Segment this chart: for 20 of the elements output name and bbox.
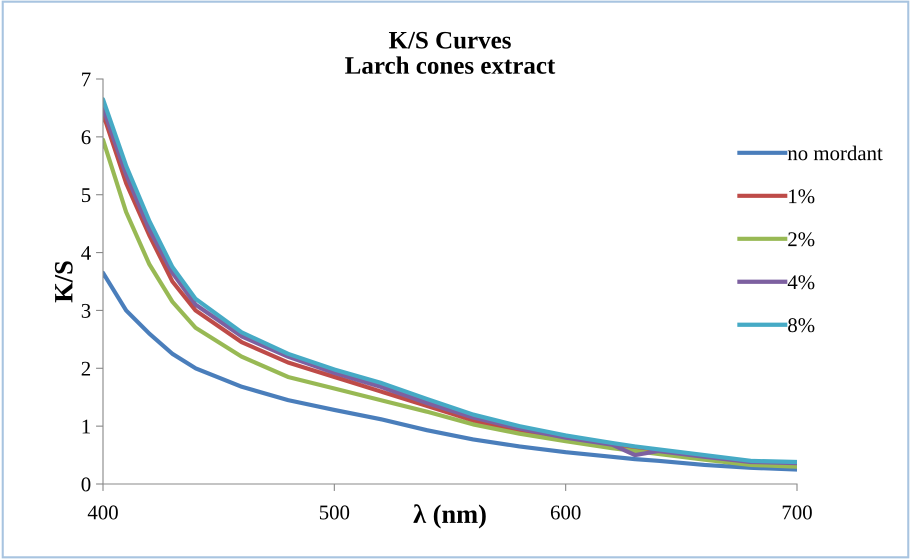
y-tick-label: 2 — [82, 362, 90, 376]
y-tick-label: 3 — [82, 304, 90, 318]
legend-label: 2% — [788, 232, 814, 246]
legend-label: no mordant — [788, 146, 883, 160]
legend-label: 4% — [788, 275, 814, 290]
chart-title: K/S Curves Larch cones extract — [345, 32, 556, 74]
x-tick-label: 700 — [782, 505, 812, 520]
x-axis-title: λ (nm) — [413, 504, 486, 528]
x-tick-label: 600 — [550, 505, 580, 520]
legend-label: 1% — [789, 189, 814, 204]
y-tick-label: 6 — [82, 130, 91, 144]
y-tick-label: 0 — [82, 477, 90, 492]
y-tick-label: 7 — [82, 72, 91, 86]
y-axis-title: K/S — [54, 261, 73, 302]
x-tick-label: 400 — [88, 505, 118, 520]
y-tick-label: 5 — [82, 188, 90, 202]
y-tick-label: 1 — [82, 420, 90, 434]
legend-label: 8% — [788, 318, 814, 332]
x-tick-label: 500 — [320, 505, 350, 520]
y-tick-label: 4 — [81, 246, 91, 260]
